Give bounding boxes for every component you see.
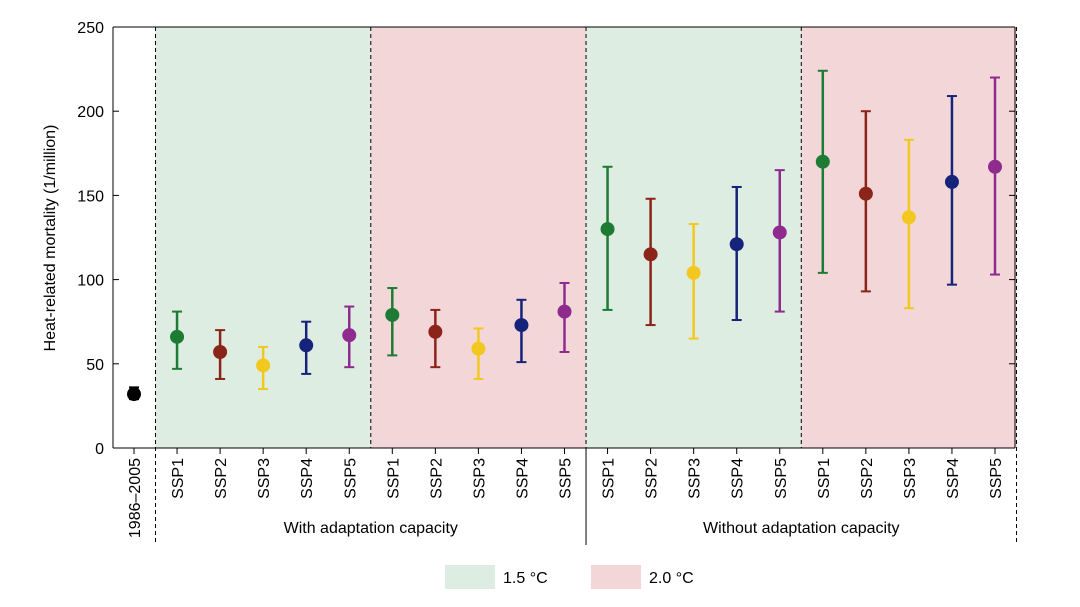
- data-point-ssp1: [170, 310, 185, 370]
- data-point-ssp1: [600, 165, 615, 311]
- data-point-ssp4: [944, 95, 959, 286]
- x-tick-label: SSP4: [514, 458, 531, 499]
- point-marker: [686, 265, 701, 280]
- group-label: With adaptation capacity: [284, 520, 458, 537]
- data-point-ssp5: [988, 76, 1002, 276]
- x-tick-label: SSP4: [730, 458, 747, 499]
- point-marker: [471, 341, 486, 356]
- data-point-ssp3: [686, 223, 701, 340]
- point-marker: [428, 324, 443, 339]
- point-marker: [600, 222, 615, 237]
- x-tick-label: 1986–2005: [127, 458, 144, 538]
- data-point-ssp3: [471, 327, 486, 380]
- data-point-ssp4: [514, 298, 529, 364]
- y-tick-label: 150: [77, 188, 104, 205]
- data-point-ssp5: [557, 281, 572, 354]
- point-marker: [256, 358, 271, 373]
- legend: 1.5 °C 2.0 °C: [445, 565, 694, 589]
- x-tick-label: SSP1: [170, 458, 187, 499]
- y-axis-title: Heat-related mortality (1/million): [42, 125, 59, 352]
- y-tick-label: 50: [86, 357, 104, 374]
- legend-swatch: [445, 565, 495, 589]
- data-point-ssp3: [901, 138, 916, 310]
- point-marker: [901, 210, 916, 225]
- x-tick-label: SSP1: [816, 458, 833, 499]
- x-tick-label: SSP4: [945, 458, 962, 499]
- group-label: Without adaptation capacity: [703, 520, 900, 537]
- x-tick-label: SSP3: [687, 458, 704, 499]
- data-point-ssp2: [643, 197, 658, 327]
- point-marker: [729, 237, 744, 252]
- data-point-ssp4: [729, 185, 744, 322]
- point-marker: [514, 318, 529, 333]
- x-tick-label: SSP5: [773, 458, 790, 499]
- data-point-ssp2: [428, 308, 443, 369]
- point-marker: [299, 338, 314, 353]
- legend-swatch: [591, 565, 641, 589]
- x-tick-label: SSP3: [902, 458, 919, 499]
- legend-label: 2.0 °C: [649, 570, 694, 587]
- y-tick-label: 200: [77, 104, 104, 121]
- x-tick-label: SSP1: [601, 458, 618, 499]
- point-marker: [557, 304, 572, 319]
- x-tick-label: SSP2: [213, 458, 230, 499]
- data-marks: [127, 69, 1002, 402]
- data-point-ssp1: [385, 287, 400, 357]
- data-point-ssp2: [858, 110, 873, 293]
- point-marker: [858, 186, 873, 201]
- point-marker: [944, 174, 959, 189]
- data-point-ssp4: [299, 320, 314, 375]
- point-marker: [385, 307, 400, 322]
- y-tick-label: 0: [95, 441, 104, 458]
- data-point-ssp3: [256, 345, 271, 391]
- x-tick-label: SSP1: [385, 458, 402, 499]
- point-marker: [643, 247, 658, 262]
- x-tick-label: SSP3: [471, 458, 488, 499]
- x-axis: 1986–2005 SSP1 SSP2 SSP3 SSP4 SSP5 SSP1 SSP2 SSP…: [127, 448, 1005, 538]
- legend-label: 1.5 °C: [503, 570, 548, 587]
- data-point-ssp1: [815, 69, 830, 274]
- x-tick-label: SSP3: [256, 458, 273, 499]
- point-marker: [127, 387, 141, 402]
- point-marker: [213, 345, 228, 360]
- point-marker: [170, 329, 185, 344]
- y-tick-label: 100: [77, 273, 104, 290]
- point-marker: [988, 159, 1002, 174]
- point-marker: [342, 328, 357, 343]
- x-tick-label: SSP5: [342, 458, 359, 499]
- scenario-band: [370, 27, 587, 448]
- data-point-ssp2: [213, 329, 228, 380]
- x-tick-label: SSP2: [428, 458, 445, 499]
- data-point-baseline: [127, 386, 141, 402]
- x-tick-label: SSP2: [859, 458, 876, 499]
- x-tick-label: SSP5: [558, 458, 575, 499]
- scenario-bands: [155, 27, 1017, 448]
- x-tick-label: SSP5: [988, 458, 1005, 499]
- y-axis: 0 50 100 150 200 250 Heat-related mortality (1…: [42, 20, 1015, 458]
- data-point-ssp5: [342, 305, 357, 369]
- point-marker: [815, 154, 830, 169]
- x-tick-label: SSP4: [299, 458, 316, 499]
- data-point-ssp5: [772, 169, 787, 313]
- y-tick-label: 250: [77, 20, 104, 37]
- group-labels: With adaptation capacity Without adaptati…: [284, 520, 900, 537]
- x-tick-label: SSP2: [644, 458, 661, 499]
- point-marker: [772, 225, 787, 240]
